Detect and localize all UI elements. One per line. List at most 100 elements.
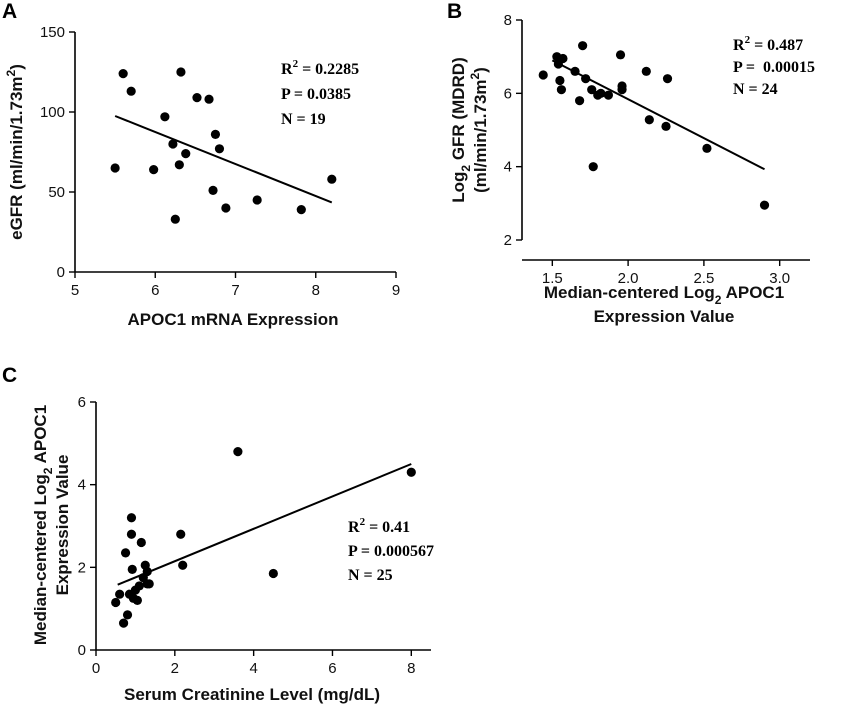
panel-c-data-point xyxy=(126,513,137,523)
panel-c-data-point xyxy=(268,568,278,579)
panel-c-y-tick-label: 0 xyxy=(78,642,86,659)
panel-a: A 0 50 100 150 5 6 7 8 9 APOC1 mRNA Expression e… xyxy=(2,0,400,329)
panel-c-y-tick-label: 6 xyxy=(78,394,86,411)
panel-c-data-point xyxy=(134,581,144,591)
panel-b-data-point xyxy=(556,85,567,95)
panel-b-y-tick-label: 6 xyxy=(504,85,512,102)
panel-a-y-tick-label: 100 xyxy=(40,104,65,121)
panel-a-data-point xyxy=(221,203,231,213)
panel-a-stats: R2 = 0.2285 P = 0.0385 N = 19 xyxy=(281,58,359,128)
panel-c: C 0 2 4 6 0 2 4 6 8 Serum Creatinine Level (mg/d… xyxy=(2,364,434,704)
panel-a-y-axis-title: eGFR (ml/min/1.73m2) xyxy=(4,64,26,240)
panel-b-r-squared: R2 = 0.487 xyxy=(733,34,803,54)
panel-a-data-point xyxy=(208,185,218,195)
panel-b-y-tick-label: 4 xyxy=(504,159,512,176)
panel-c-data-point xyxy=(120,548,131,558)
panel-c-data-point xyxy=(142,566,152,577)
panel-a-data-point xyxy=(214,144,225,154)
panel-b-y-tick-label: 2 xyxy=(504,232,512,249)
panel-c-data-point xyxy=(122,610,133,620)
panel-b-data-point xyxy=(575,96,585,106)
panel-c-data-point xyxy=(176,529,186,539)
panel-c-p-value: P = 0.000567 xyxy=(348,543,434,560)
panel-c-data-point xyxy=(136,537,146,548)
panel-b-x-tick-label: 3.0 xyxy=(769,270,790,287)
panel-a-regression-line xyxy=(114,115,333,204)
panel-a-n-value: N = 19 xyxy=(281,111,326,128)
panel-b-y-axis-title-line2: (ml/min/1.73m2) xyxy=(468,67,490,193)
panel-b: B 2 4 6 8 1.5 2.0 2.5 3.0 Median-centered Log2 … xyxy=(447,0,815,326)
panel-b-plot: 2 4 6 8 1.5 2.0 2.5 3.0 xyxy=(504,12,810,287)
panel-b-x-axis-title-line2: Expression Value xyxy=(594,307,735,326)
panel-b-data-point xyxy=(603,90,614,100)
panel-b-data-point xyxy=(661,121,671,131)
panel-a-data-point xyxy=(192,93,202,103)
panel-b-stats: R2 = 0.487 P = 0.00015 N = 24 xyxy=(733,34,815,98)
panel-a-r-squared: R2 = 0.2285 xyxy=(281,58,359,78)
panel-c-data-point xyxy=(111,597,121,608)
panel-a-plot: 0 50 100 150 5 6 7 8 9 xyxy=(40,24,400,299)
panel-b-data-point xyxy=(759,200,770,210)
panel-b-data-point xyxy=(615,50,626,60)
panel-c-r-squared: R2 = 0.41 xyxy=(348,516,410,536)
panel-a-data-point xyxy=(210,129,221,139)
panel-c-stats: R2 = 0.41 P = 0.000567 N = 25 xyxy=(348,516,434,584)
panel-b-label: B xyxy=(447,0,462,23)
panel-a-p-value: P = 0.0385 xyxy=(281,86,351,103)
panel-c-x-axis-title: Serum Creatinine Level (mg/dL) xyxy=(124,685,380,704)
panel-c-x-tick-label: 6 xyxy=(328,660,336,677)
panel-b-data-point xyxy=(587,85,597,95)
panel-c-data-point xyxy=(132,595,142,606)
panel-a-data-point xyxy=(204,94,214,104)
panel-c-data-point xyxy=(118,618,129,628)
panel-c-data-point xyxy=(144,579,154,589)
panel-c-data-point xyxy=(127,564,137,575)
panel-c-data-point xyxy=(233,447,243,457)
panel-a-data-point xyxy=(181,149,191,159)
panel-a-data-point xyxy=(118,69,128,79)
panel-b-data-point xyxy=(578,41,588,51)
panel-a-x-tick-label: 8 xyxy=(312,282,320,299)
panel-b-data-point xyxy=(570,66,580,76)
panel-c-label: C xyxy=(2,364,17,387)
panel-b-x-axis-title: Median-centered Log2 APOC1 xyxy=(544,283,784,307)
panel-b-x-tick-label: 2.0 xyxy=(618,270,639,287)
panel-a-data-point xyxy=(327,174,337,184)
panel-b-n-value: N = 24 xyxy=(733,81,778,98)
panel-b-x-tick-label: 2.5 xyxy=(693,270,714,287)
panel-c-data-point xyxy=(406,467,416,477)
panel-a-x-tick-label: 5 xyxy=(71,282,79,299)
panel-b-data-point xyxy=(588,162,598,172)
panel-c-x-tick-label: 8 xyxy=(407,660,415,677)
panel-a-data-point xyxy=(126,86,136,96)
panel-a-data-point xyxy=(252,195,262,205)
panel-c-data-point xyxy=(126,529,137,539)
panel-b-y-tick-label: 8 xyxy=(504,12,512,29)
panel-c-y-tick-label: 4 xyxy=(78,477,86,494)
panel-b-data-point xyxy=(617,81,627,91)
panel-a-y-tick-label: 50 xyxy=(48,184,65,201)
panel-a-y-tick-label: 0 xyxy=(57,264,65,281)
panel-b-data-point xyxy=(538,70,548,80)
panel-a-x-tick-label: 6 xyxy=(151,282,159,299)
panel-a-y-tick-label: 150 xyxy=(40,24,65,41)
panel-b-y-axis-title: Log2 GFR (MDRD) xyxy=(449,57,473,203)
panel-c-data-point xyxy=(178,560,188,570)
panel-a-data-point xyxy=(168,139,178,149)
panel-b-p-value: P = 0.00015 xyxy=(733,59,815,76)
panel-a-data-point xyxy=(110,163,120,173)
panel-b-x-tick-label: 1.5 xyxy=(542,270,563,287)
panel-b-data-point xyxy=(581,74,591,84)
panel-a-data-point xyxy=(296,205,306,215)
panel-b-data-point xyxy=(662,74,673,84)
panel-a-data-point xyxy=(160,112,170,122)
panel-c-y-axis-title-line2: Expression Value xyxy=(53,455,72,596)
panel-b-data-point xyxy=(702,143,712,153)
panel-b-data-point xyxy=(558,53,568,64)
panel-c-x-tick-label: 2 xyxy=(171,660,179,677)
panel-a-data-point xyxy=(176,67,186,77)
panel-b-data-point xyxy=(641,66,651,76)
panel-c-y-axis-title: Median-centered Log2 APOC1 xyxy=(31,405,55,645)
panel-a-data-point xyxy=(170,214,180,224)
